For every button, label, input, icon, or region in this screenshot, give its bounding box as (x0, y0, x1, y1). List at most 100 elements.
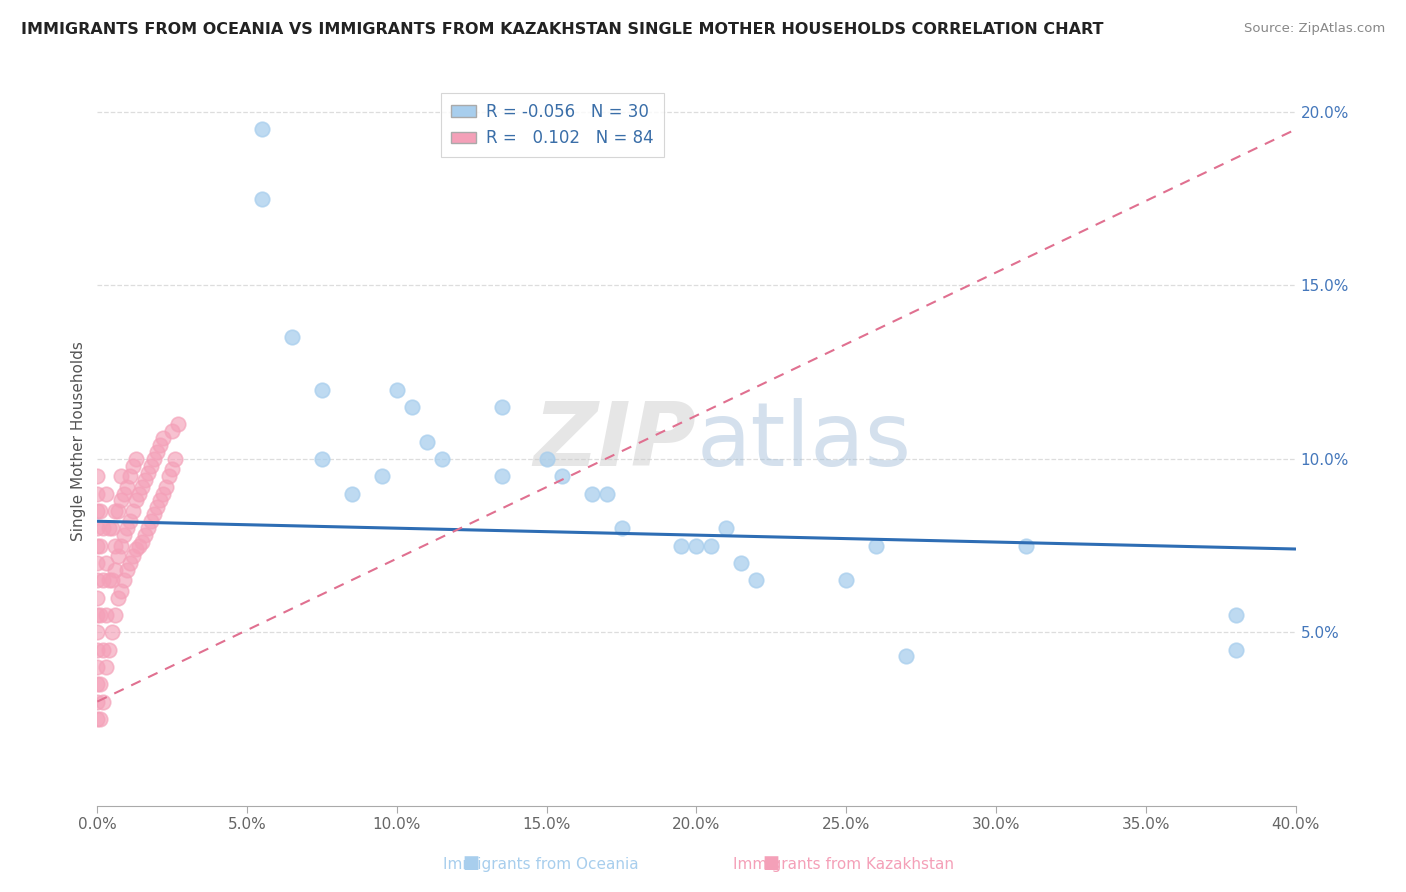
Point (117, 521, 139, 535)
Point (112, 573, 135, 587)
Point (86, 695, 108, 709)
Legend: R = -0.056   N = 30, R =   0.102   N = 84: R = -0.056 N = 30, R = 0.102 N = 84 (441, 93, 664, 157)
Point (146, 445, 169, 459)
Point (110, 583, 132, 598)
Point (134, 473, 156, 487)
Point (96, 660, 118, 674)
Point (125, 541, 148, 556)
Point (141, 458, 163, 473)
Point (581, 486, 603, 500)
Point (93, 521, 115, 535)
Point (671, 539, 693, 553)
Point (101, 625, 124, 640)
Point (152, 431, 174, 445)
Point (835, 573, 858, 587)
Point (128, 486, 150, 500)
Point (86, 521, 108, 535)
Point (146, 500, 169, 515)
Point (685, 539, 707, 553)
Point (86, 504, 108, 518)
Point (101, 573, 124, 587)
Point (86, 642, 108, 657)
Point (165, 451, 187, 466)
Point (491, 469, 513, 483)
Point (167, 417, 190, 432)
Point (86, 556, 108, 570)
Point (86, 607, 108, 622)
Point (98, 642, 121, 657)
Point (89, 712, 111, 726)
Point (96, 486, 118, 500)
Point (595, 486, 617, 500)
Point (122, 504, 145, 518)
Point (96, 556, 118, 570)
Point (128, 539, 150, 553)
Text: Immigrants from Kazakhstan: Immigrants from Kazakhstan (733, 857, 955, 872)
Text: Source: ZipAtlas.com: Source: ZipAtlas.com (1244, 22, 1385, 36)
Point (98, 521, 121, 535)
Point (112, 486, 135, 500)
Point (1015, 539, 1038, 553)
Point (86, 712, 108, 726)
Point (250, 122, 273, 136)
Point (89, 607, 111, 622)
Text: ■: ■ (463, 855, 479, 872)
Point (86, 539, 108, 553)
Point (107, 504, 129, 518)
Point (120, 514, 142, 528)
Point (131, 480, 153, 494)
Point (716, 521, 738, 535)
Point (149, 438, 172, 452)
Point (162, 462, 184, 476)
Point (149, 493, 172, 508)
Point (152, 486, 174, 500)
Point (401, 400, 423, 414)
Point (117, 480, 139, 494)
Point (125, 451, 148, 466)
Point (311, 451, 333, 466)
Point (110, 493, 132, 508)
Point (104, 539, 127, 553)
Point (86, 486, 108, 500)
Point (89, 677, 111, 691)
Y-axis label: Single Mother Households: Single Mother Households (72, 342, 86, 541)
Point (89, 504, 111, 518)
Point (110, 539, 132, 553)
Point (550, 469, 572, 483)
Point (1225, 642, 1247, 657)
Point (93, 695, 115, 709)
Point (134, 528, 156, 542)
Point (104, 607, 127, 622)
Point (536, 451, 558, 466)
Point (117, 563, 139, 577)
Point (610, 521, 633, 535)
Text: ZIP: ZIP (534, 398, 696, 485)
Text: IMMIGRANTS FROM OCEANIA VS IMMIGRANTS FROM KAZAKHSTAN SINGLE MOTHER HOUSEHOLDS C: IMMIGRANTS FROM OCEANIA VS IMMIGRANTS FR… (21, 22, 1104, 37)
Point (1225, 607, 1247, 622)
Point (491, 400, 513, 414)
Text: Immigrants from Oceania: Immigrants from Oceania (443, 857, 640, 872)
Point (865, 539, 887, 553)
Point (120, 469, 142, 483)
Point (894, 649, 917, 664)
Point (86, 591, 108, 605)
Point (136, 521, 159, 535)
Point (110, 469, 132, 483)
Point (86, 573, 108, 587)
Point (371, 469, 394, 483)
Point (96, 607, 118, 622)
Point (125, 493, 148, 508)
Point (112, 528, 135, 542)
Point (136, 466, 159, 480)
Point (430, 451, 453, 466)
Point (131, 535, 153, 549)
Point (745, 573, 768, 587)
Point (416, 434, 439, 449)
Point (141, 514, 163, 528)
Point (155, 480, 177, 494)
Point (143, 451, 166, 466)
Point (93, 642, 115, 657)
Point (107, 549, 129, 563)
Point (93, 573, 115, 587)
Point (104, 563, 127, 577)
